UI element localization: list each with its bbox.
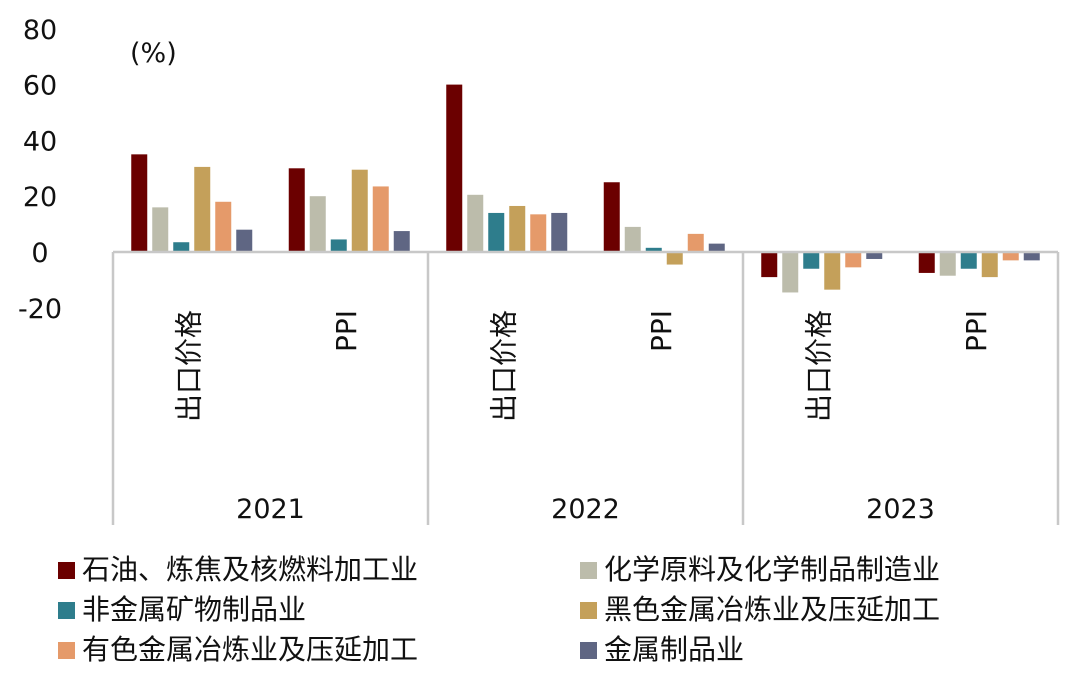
x-year-label: 2021 [236,494,305,525]
bar [845,252,862,268]
bar [824,252,841,290]
legend-item: 黑色金属冶炼业及压延加工 [580,592,940,628]
y-tick-label: 20 [23,182,57,213]
bar [761,252,778,278]
legend-swatch [58,561,75,579]
x-category-label: 出口价格 [172,310,205,422]
legend-item: 有色金属冶炼业及压延加工 [58,632,418,668]
bar [393,231,410,252]
legend-label: 黑色金属冶炼业及压延加工 [604,593,941,626]
bar [152,207,169,252]
bar [194,166,211,252]
x-year-label: 2023 [866,494,935,525]
legend-item: 金属制品业 [580,632,744,668]
bar [918,252,935,273]
bar-chart: 80 60 40 20 0 -20 (%) 出口价格 PPI 出口价格 PPI 出口价格 PPI 2021… [18,15,1060,525]
bar [687,233,704,252]
bar [666,252,683,265]
x-category-label: PPI [960,310,993,352]
bar [467,194,484,252]
legend-swatch [58,601,75,619]
bar [446,84,463,252]
bar [803,252,820,269]
y-tick-label: 0 [31,238,48,269]
bar [981,252,998,278]
legend-swatch [58,641,75,659]
bar [372,186,389,252]
legend-item: 石油、炼焦及核燃料加工业 [58,552,418,588]
bar [708,243,725,252]
legend-label: 有色金属冶炼业及压延加工 [82,633,419,666]
y-tick-label: 80 [23,15,57,46]
y-tick-label: 40 [23,126,57,157]
x-category-label: 出口价格 [802,310,835,422]
y-unit-label: (%) [130,38,177,69]
bar [288,168,305,252]
bar [236,229,253,252]
bar [645,247,662,252]
bar [488,212,505,252]
bar [215,201,232,252]
legend-label: 石油、炼焦及核燃料加工业 [82,553,419,586]
bar [1002,252,1019,261]
x-category-label: PPI [330,310,363,352]
bar [960,252,977,269]
bar [530,214,547,252]
x-category-label: 出口价格 [487,310,520,422]
bar [624,226,641,252]
bar [509,205,526,252]
bar [173,242,190,252]
legend-label: 非金属矿物制品业 [82,593,307,626]
legend-item: 非金属矿物制品业 [58,592,306,628]
bar [782,252,799,293]
bar [551,212,568,252]
y-tick-label: -20 [18,294,62,325]
bar [939,252,956,276]
legend-label: 化学原料及化学制品制造业 [604,553,941,586]
bar [603,182,620,252]
x-year-label: 2022 [551,494,620,525]
legend-swatch [580,601,597,619]
legend-label: 金属制品业 [604,633,745,666]
legend-swatch [580,561,597,579]
bar [1023,252,1040,261]
y-tick-label: 60 [23,71,57,102]
legend-swatch [580,641,597,659]
bar [309,196,326,252]
bar [131,154,148,252]
x-category-label: PPI [645,310,678,352]
bar [351,169,368,252]
bar [866,252,883,259]
legend-item: 化学原料及化学制品制造业 [580,552,940,588]
bar [330,239,347,252]
